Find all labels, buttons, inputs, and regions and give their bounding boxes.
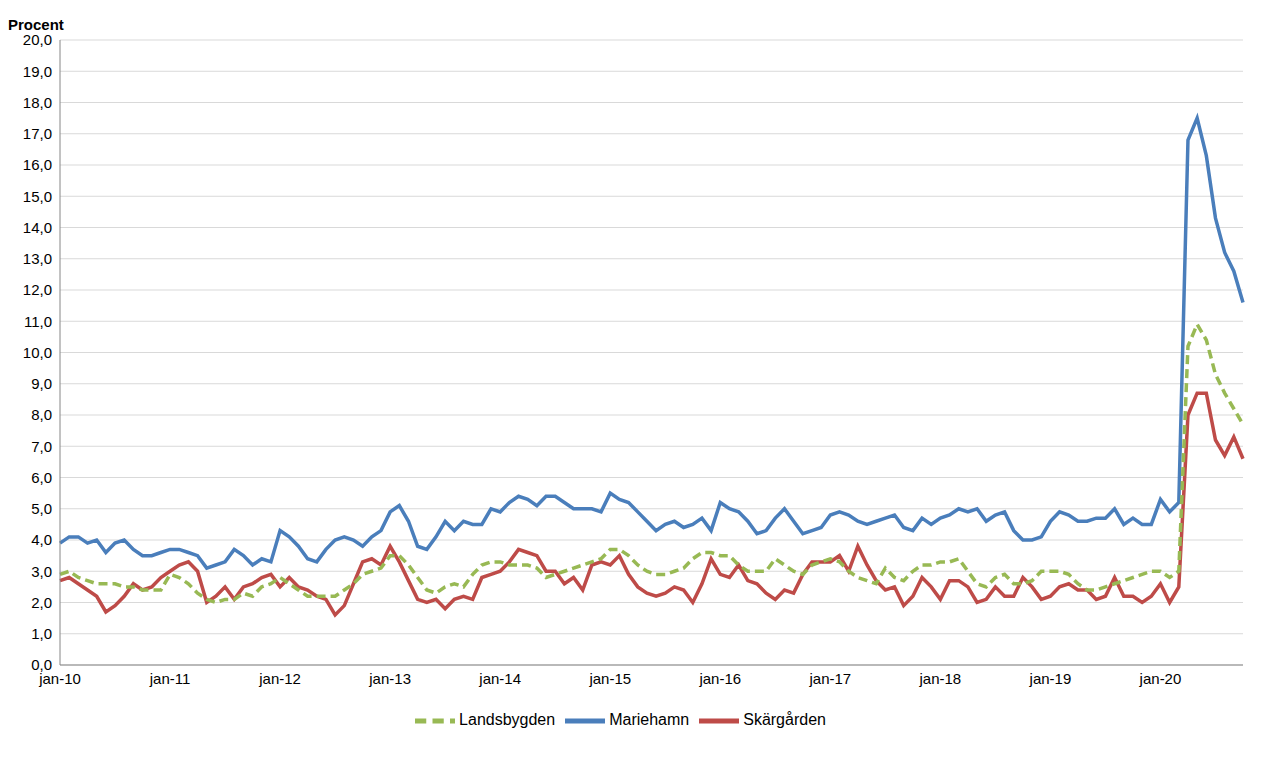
html-text:Mariehamn: Mariehamn: [609, 711, 690, 729]
svg-text:jan-10: jan-10: [39, 669, 81, 687]
svg-text:jan-19: jan-19: [1029, 670, 1072, 687]
svg-text:4,0: 4,0: [31, 531, 52, 548]
svg-text:12,0: 12,0: [23, 281, 52, 298]
svg-text:13,0: 13,0: [23, 250, 52, 267]
svg-text:5,0: 5,0: [31, 500, 52, 517]
svg-text:11,0: 11,0: [24, 313, 52, 330]
html-text:Procent: Procent: [8, 16, 64, 33]
svg-text:6,0: 6,0: [31, 469, 52, 486]
svg-text:8,0: 8,0: [31, 406, 52, 423]
html-text:Skärgården: Skärgården: [743, 711, 826, 729]
svg-text:2,0: 2,0: [31, 594, 52, 611]
svg-text:15,0: 15,0: [23, 188, 52, 205]
svg-text:9,0: 9,0: [31, 375, 52, 392]
svg-text:7,0: 7,0: [31, 438, 52, 455]
svg-text:19,0: 19,0: [23, 63, 52, 80]
svg-text:0,0: 0,0: [31, 656, 52, 673]
svg-text:jan-20: jan-20: [1139, 670, 1182, 687]
svg-text:14,0: 14,0: [23, 219, 52, 236]
html-text:Landsbygden: Landsbygden: [459, 711, 556, 729]
svg-text:18,0: 18,0: [23, 94, 52, 111]
svg-text:16,0: 16,0: [23, 156, 52, 173]
svg-text:3,0: 3,0: [31, 563, 52, 580]
svg-text:17,0: 17,0: [23, 125, 52, 142]
svg-text:jan-15: jan-15: [588, 670, 631, 687]
svg-text:20,0: 20,0: [23, 31, 52, 48]
svg-text:jan-18: jan-18: [919, 670, 962, 687]
svg-text:jan-11: jan-11: [149, 670, 191, 687]
svg-text:jan-13: jan-13: [368, 670, 411, 687]
svg-text:10,0: 10,0: [23, 344, 52, 361]
svg-text:jan-16: jan-16: [698, 670, 741, 687]
svg-text:jan-17: jan-17: [808, 670, 851, 687]
svg-text:1,0: 1,0: [31, 625, 52, 642]
svg-text:jan-14: jan-14: [478, 670, 521, 687]
svg-text:jan-12: jan-12: [258, 670, 301, 687]
